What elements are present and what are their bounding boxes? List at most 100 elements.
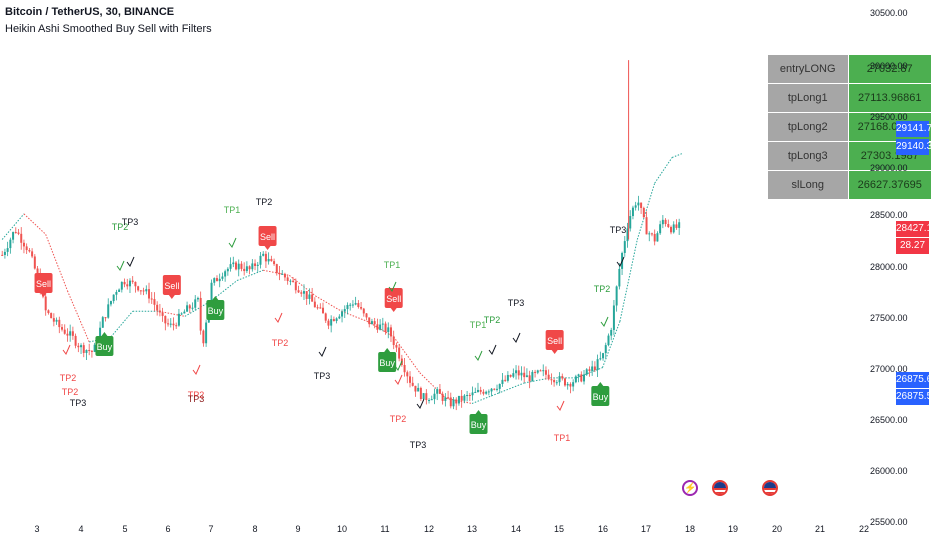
tp-label: TP1 <box>470 320 487 330</box>
candle-body <box>142 290 145 292</box>
candle-body <box>341 311 344 317</box>
candle-body <box>213 278 216 283</box>
x-tick-label: 18 <box>684 524 696 534</box>
candle-body <box>58 319 61 328</box>
candle-body <box>436 389 439 394</box>
candle-body <box>534 371 537 373</box>
candle-body <box>612 305 615 330</box>
x-tick-label: 10 <box>336 524 348 534</box>
candle-body <box>262 253 265 256</box>
tp-label: TP1 <box>224 205 241 215</box>
table-label-tplong3: tpLong3 <box>767 141 849 171</box>
candle-body <box>47 310 50 314</box>
tp-label: TP1 <box>384 260 401 270</box>
table-label-entrylong: entryLONG <box>767 54 849 84</box>
us-flag-event-icon[interactable] <box>712 480 728 496</box>
candle-body <box>153 299 156 305</box>
tp-label: TP3 <box>314 371 331 381</box>
price-badge-upper-2: 29140.34 <box>896 139 932 155</box>
buy-signal-label: Buy <box>379 358 395 368</box>
candle-body <box>623 241 626 253</box>
candle-body <box>150 298 153 300</box>
check-mark <box>62 344 71 355</box>
x-tick-label: 8 <box>252 524 258 534</box>
candle-body <box>229 264 232 269</box>
candle-body <box>3 251 6 255</box>
smoothed-line-segment <box>419 372 447 399</box>
table-value-sllong: 26627.37695 <box>847 170 932 200</box>
candle-body <box>650 233 653 235</box>
candle-body <box>387 327 390 333</box>
tp-label: TP2 <box>62 387 79 397</box>
x-tick-label: 5 <box>122 524 128 534</box>
candle-body <box>278 273 281 275</box>
candle-body <box>583 374 586 382</box>
candle-body <box>664 219 667 225</box>
candle-body <box>517 370 520 376</box>
candle-body <box>158 310 161 313</box>
candle-body <box>71 331 74 336</box>
x-tick-label: 16 <box>597 524 609 534</box>
candle-body <box>12 232 15 240</box>
tp-label: TP2 <box>256 197 273 207</box>
candle-body <box>476 389 479 392</box>
candle-body <box>112 294 115 302</box>
candle-body <box>215 278 218 282</box>
candle-body <box>566 383 569 386</box>
buy-signal-box <box>469 414 488 434</box>
candle-body <box>670 227 673 233</box>
candle-body <box>626 228 629 242</box>
y-tick-label: 29500.00 <box>870 112 908 122</box>
candle-body <box>66 333 69 336</box>
candle-body <box>300 292 303 294</box>
tp-label: TP2 <box>272 338 289 348</box>
candle-body <box>370 321 373 325</box>
candle-body <box>134 281 137 287</box>
candle-body <box>509 374 512 377</box>
buy-signal-box <box>378 352 397 372</box>
buy-signal-box <box>95 336 114 356</box>
candle-body <box>379 324 382 330</box>
tp-label: TP2 <box>112 222 129 232</box>
x-tick-label: 20 <box>771 524 783 534</box>
buy-signal-pointer <box>101 332 108 336</box>
candle-body <box>349 304 352 306</box>
candle-body <box>194 299 197 308</box>
candle-body <box>471 392 474 396</box>
candle-body <box>346 304 349 310</box>
candle-body <box>80 345 83 348</box>
candle-body <box>44 296 47 311</box>
us-flag-event-icon[interactable] <box>762 480 778 496</box>
buy-signal-pointer <box>212 296 219 300</box>
candle-body <box>675 224 678 228</box>
sell-signal-pointer <box>390 308 397 312</box>
candle-body <box>281 273 284 275</box>
x-tick-label: 3 <box>34 524 40 534</box>
candle-body <box>558 376 561 383</box>
candle-body <box>31 251 34 257</box>
candle-body <box>357 303 360 308</box>
candle-body <box>596 359 599 371</box>
candle-body <box>161 312 164 316</box>
candle-body <box>563 378 566 386</box>
x-tick-label: 15 <box>553 524 565 534</box>
candle-body <box>137 286 140 291</box>
sell-signal-pointer <box>551 350 558 354</box>
candle-body <box>52 318 55 322</box>
check-mark <box>416 398 425 409</box>
candle-body <box>275 264 278 274</box>
candle-body <box>273 261 276 265</box>
tp-label: TP1 <box>554 433 571 443</box>
table-row: slLong 26627.37695 <box>767 170 932 200</box>
candle-body <box>648 233 651 235</box>
check-mark <box>616 256 625 267</box>
smoothed-line-segment <box>236 269 264 281</box>
candle-body <box>259 255 262 265</box>
check-mark <box>600 316 609 327</box>
x-tick-label: 19 <box>727 524 739 534</box>
candle-body <box>501 379 504 384</box>
candle-body <box>330 319 333 326</box>
candle-body <box>313 301 316 308</box>
bolt-event-icon[interactable]: ⚡ <box>682 480 698 496</box>
